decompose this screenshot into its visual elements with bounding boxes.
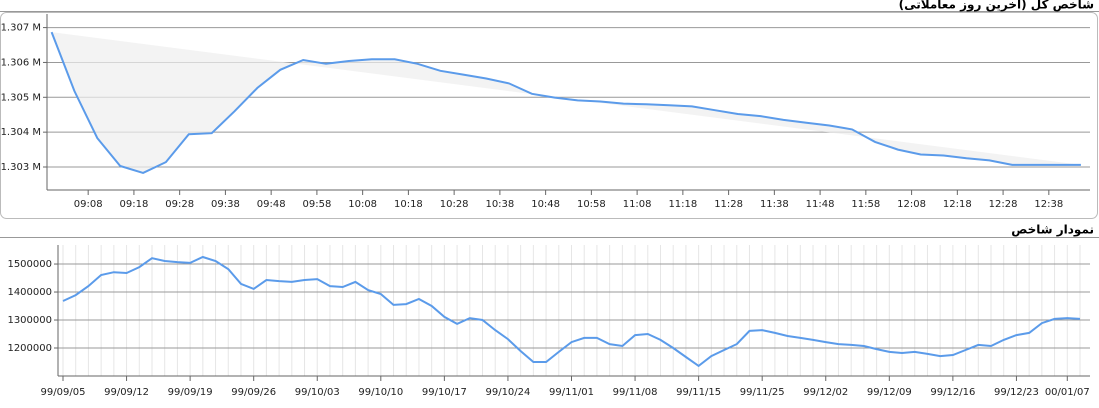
- x-tick-label: 11:58: [851, 199, 880, 210]
- y-tick-label: 1200000: [7, 343, 52, 354]
- index-line: [50, 31, 1081, 174]
- y-tick-label: 1500000: [7, 259, 52, 270]
- x-tick-label: 99/09/05: [41, 387, 86, 398]
- x-tick-label: 99/12/16: [930, 387, 975, 398]
- x-tick-label: 09:38: [211, 199, 240, 210]
- x-tick-label: 99/10/03: [295, 387, 340, 398]
- y-tick-label: 1300000: [7, 315, 52, 326]
- x-tick-label: 09:48: [257, 199, 286, 210]
- y-tick-label: 1.304 M: [1, 127, 41, 138]
- x-tick-label: 10:28: [440, 199, 469, 210]
- x-tick-label: 99/12/23: [994, 387, 1039, 398]
- x-tick-label: 99/12/02: [803, 387, 848, 398]
- x-tick-label: 10:48: [531, 199, 560, 210]
- x-tick-label: 09:18: [120, 199, 149, 210]
- x-tick-label: 11:08: [623, 199, 652, 210]
- x-tick-label: 10:38: [485, 199, 514, 210]
- x-tick-label: 00/01/07: [1045, 387, 1090, 398]
- x-tick-label: 11:48: [806, 199, 835, 210]
- x-tick-label: 99/12/09: [867, 387, 912, 398]
- x-tick-label: 12:08: [897, 199, 926, 210]
- range-shade: [51, 32, 1081, 173]
- x-tick-label: 11:38: [760, 199, 789, 210]
- x-tick-label: 12:28: [989, 199, 1018, 210]
- index-line: [62, 255, 1081, 368]
- x-tick-label: 09:28: [165, 199, 194, 210]
- panel-border: [0, 12, 1098, 219]
- x-tick-label: 12:18: [943, 199, 972, 210]
- x-tick-label: 11:18: [668, 199, 697, 210]
- x-tick-label: 99/11/08: [613, 387, 658, 398]
- y-tick-label: 1.306 M: [1, 57, 41, 68]
- x-tick-label: 99/09/19: [168, 387, 213, 398]
- y-tick-label: 1.307 M: [1, 23, 41, 34]
- y-tick-label: 1400000: [7, 287, 52, 298]
- x-tick-label: 99/10/17: [422, 387, 467, 398]
- x-tick-label: 11:28: [714, 199, 743, 210]
- x-tick-label: 99/11/01: [549, 387, 594, 398]
- y-tick-label: 1.303 M: [1, 162, 41, 173]
- x-tick-label: 99/09/12: [104, 387, 149, 398]
- x-tick-label: 10:58: [577, 199, 606, 210]
- x-tick-label: 99/11/25: [740, 387, 785, 398]
- x-tick-label: 12:38: [1034, 199, 1063, 210]
- x-tick-label: 99/10/10: [358, 387, 403, 398]
- x-tick-label: 09:58: [302, 199, 331, 210]
- panel-title: نمودار شاخص: [1011, 223, 1094, 238]
- x-tick-label: 99/10/24: [485, 387, 530, 398]
- x-tick-label: 10:18: [394, 199, 423, 210]
- x-tick-label: 09:08: [74, 199, 103, 210]
- x-tick-label: 10:08: [348, 199, 377, 210]
- x-tick-label: 99/09/26: [231, 387, 276, 398]
- panel-title: شاخص کل (آخرین روز معاملاتی): [899, 0, 1094, 13]
- y-tick-label: 1.305 M: [1, 92, 41, 103]
- x-tick-label: 99/11/15: [676, 387, 721, 398]
